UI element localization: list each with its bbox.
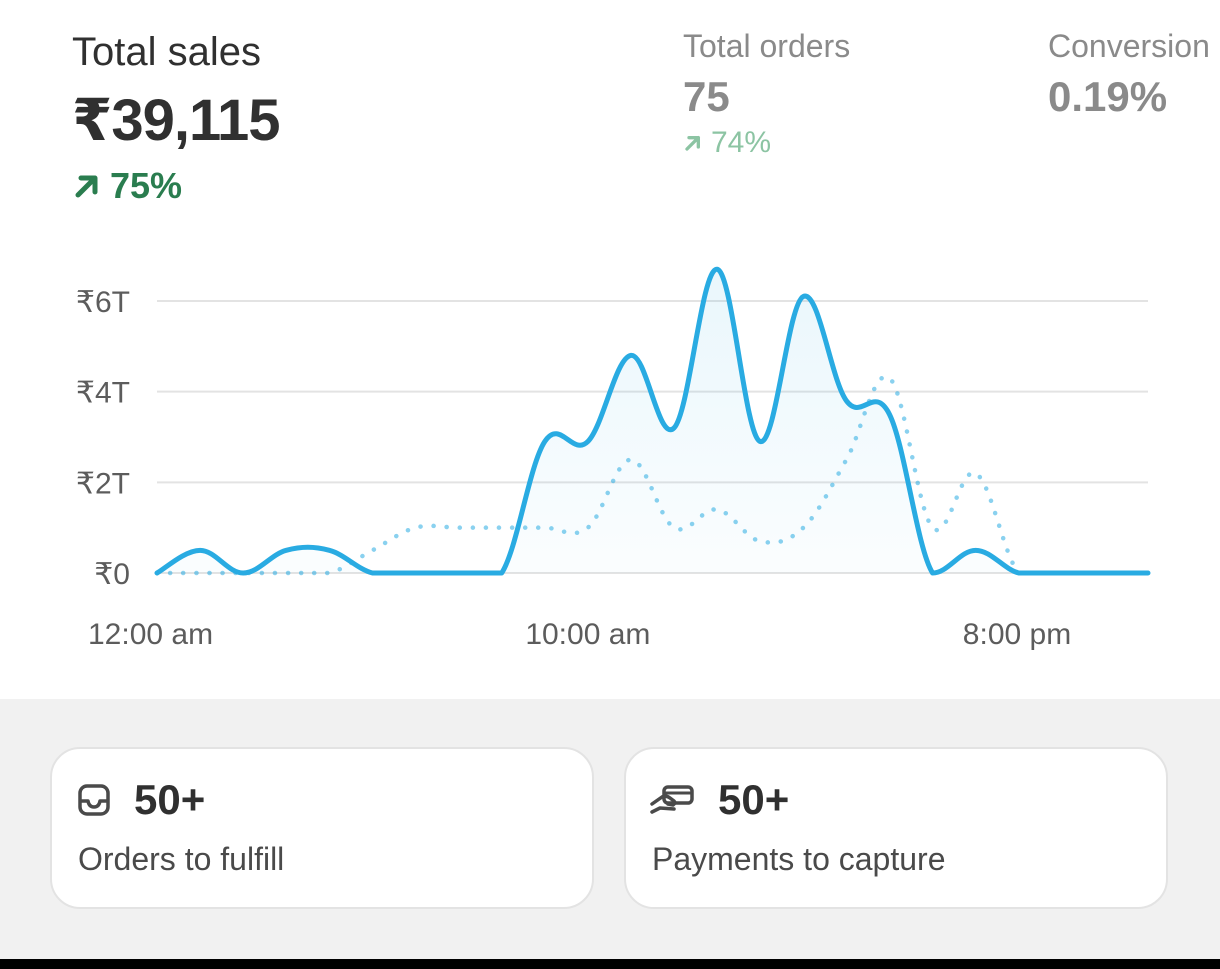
x-tick-label: 12:00 am — [88, 618, 213, 651]
arrow-up-right-icon — [683, 133, 703, 153]
total-sales-change-value: 75% — [110, 165, 183, 206]
total-sales-metric[interactable]: Total sales ₹39,115 75% — [72, 30, 281, 204]
bottom-edge — [0, 959, 1220, 969]
inbox-icon — [76, 782, 112, 818]
total-orders-change: 74% — [683, 128, 850, 158]
total-sales-value: ₹39,115 — [72, 88, 281, 153]
total-sales-change: 75% — [72, 168, 280, 204]
total-sales-label: Total sales — [72, 30, 261, 74]
payments-to-capture-count: 50+ — [718, 776, 790, 823]
conversion-label: Conversion — [1048, 28, 1210, 64]
total-orders-metric[interactable]: Total orders 75 74% — [683, 30, 850, 158]
payments-to-capture-card[interactable]: 50+ Payments to capture — [624, 747, 1168, 909]
summary-cards-area: 50+ Orders to fulfill 50+ Payments to ca… — [0, 699, 1220, 959]
conversion-value: 0.19% — [1048, 73, 1168, 120]
conversion-metric[interactable]: Conversion 0.19% — [1048, 30, 1210, 118]
sales-chart[interactable]: ₹0 ₹2T ₹4T ₹6T 12:00 am 10:00 am 8:00 pm — [0, 240, 1220, 670]
x-tick-label: 10:00 am — [525, 618, 650, 651]
y-tick-label: ₹0 — [94, 558, 130, 591]
y-tick-label: ₹4T — [76, 377, 130, 410]
total-orders-value: 75 — [683, 73, 730, 120]
y-tick-label: ₹2T — [76, 467, 130, 500]
total-orders-label: Total orders — [683, 28, 851, 64]
orders-to-fulfill-card[interactable]: 50+ Orders to fulfill — [50, 747, 594, 909]
x-tick-label: 8:00 pm — [963, 618, 1071, 651]
orders-to-fulfill-count: 50+ — [134, 776, 206, 823]
series-area — [157, 269, 1148, 573]
current-period-line — [154, 266, 1151, 576]
orders-to-fulfill-label: Orders to fulfill — [78, 841, 285, 877]
total-orders-change-value: 74% — [711, 126, 772, 159]
arrow-up-right-icon — [72, 171, 102, 201]
y-tick-label: ₹6T — [76, 286, 130, 319]
hand-card-icon — [650, 782, 696, 818]
payments-to-capture-label: Payments to capture — [652, 841, 946, 877]
